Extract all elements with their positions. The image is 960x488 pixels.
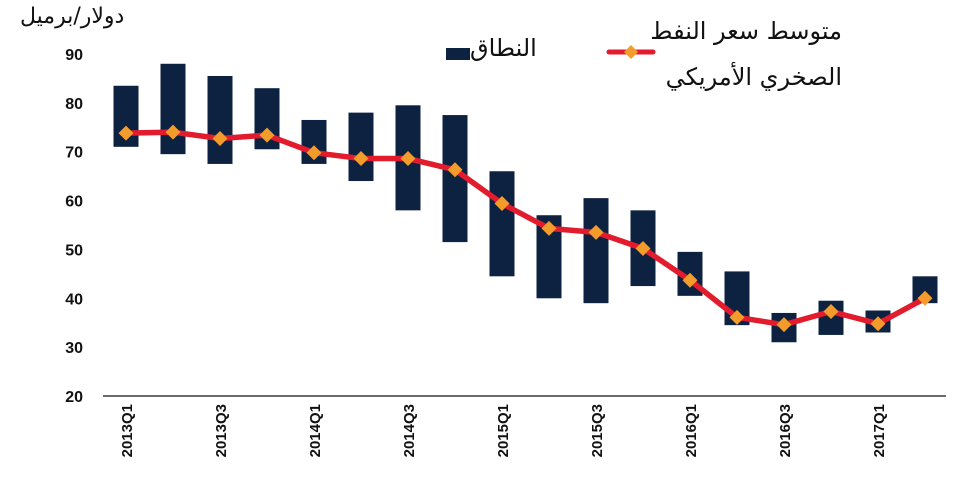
x-tick-label: 2017Q1 — [871, 404, 888, 457]
y-tick-label: 30 — [65, 340, 83, 357]
avg-price-line-layer — [123, 129, 928, 328]
y-axis-ticks: 20 30 40 50 60 70 80 90 — [65, 47, 83, 406]
avg-price-marker — [682, 272, 698, 288]
legend-range-swatch — [446, 48, 470, 60]
avg-price-marker — [259, 127, 275, 143]
x-axis-ticks: 2013Q1 2013Q3 2014Q1 2014Q3 2015Q1 2015Q3 2016… — [119, 404, 888, 457]
avg-price-marker — [400, 151, 416, 167]
avg-price-marker — [729, 309, 745, 325]
y-tick-label: 50 — [65, 242, 83, 259]
y-tick-label: 40 — [65, 291, 83, 308]
x-tick-label: 2013Q3 — [213, 404, 230, 457]
x-tick-label: 2015Q1 — [495, 404, 512, 457]
x-tick-label: 2016Q1 — [683, 404, 700, 457]
avg-price-marker — [447, 162, 463, 178]
avg-price-marker — [118, 125, 134, 141]
x-tick-label: 2016Q3 — [777, 404, 794, 457]
avg-price-marker — [917, 290, 933, 306]
avg-price-marker — [494, 196, 510, 212]
avg-price-marker — [588, 224, 604, 240]
range-bars — [113, 63, 938, 343]
y-tick-label: 80 — [65, 96, 83, 113]
range-bar — [489, 171, 515, 277]
x-tick-label: 2014Q3 — [401, 404, 418, 457]
avg-price-marker — [306, 145, 322, 161]
range-bar — [348, 112, 374, 182]
avg-price-markers — [118, 124, 933, 333]
range-bar — [207, 75, 233, 164]
range-bar — [160, 63, 186, 155]
y-tick-label: 20 — [65, 389, 83, 406]
avg-price-marker — [776, 317, 792, 333]
x-tick-label: 2015Q3 — [589, 404, 606, 457]
avg-price-line — [123, 129, 928, 328]
legend-line-swatch — [606, 45, 656, 59]
avg-price-marker — [353, 151, 369, 167]
legend-range-label: النطاق — [470, 34, 537, 62]
avg-price-marker — [165, 124, 181, 140]
avg-price-marker — [635, 240, 651, 256]
y-tick-label: 60 — [65, 194, 83, 211]
x-tick-label: 2013Q1 — [119, 404, 136, 457]
range-bar — [583, 198, 609, 304]
y-axis-label: دولار/برميل — [20, 4, 125, 29]
legend-line-label: متوسط سعر النفط الصخري الأمريكي — [650, 17, 842, 91]
avg-price-marker — [870, 316, 886, 332]
avg-price-marker — [823, 303, 839, 319]
y-tick-label: 90 — [65, 47, 83, 64]
x-tick-label: 2014Q1 — [307, 404, 324, 457]
y-tick-label: 70 — [65, 145, 83, 162]
avg-price-marker — [212, 131, 228, 147]
avg-price-marker — [541, 220, 557, 236]
